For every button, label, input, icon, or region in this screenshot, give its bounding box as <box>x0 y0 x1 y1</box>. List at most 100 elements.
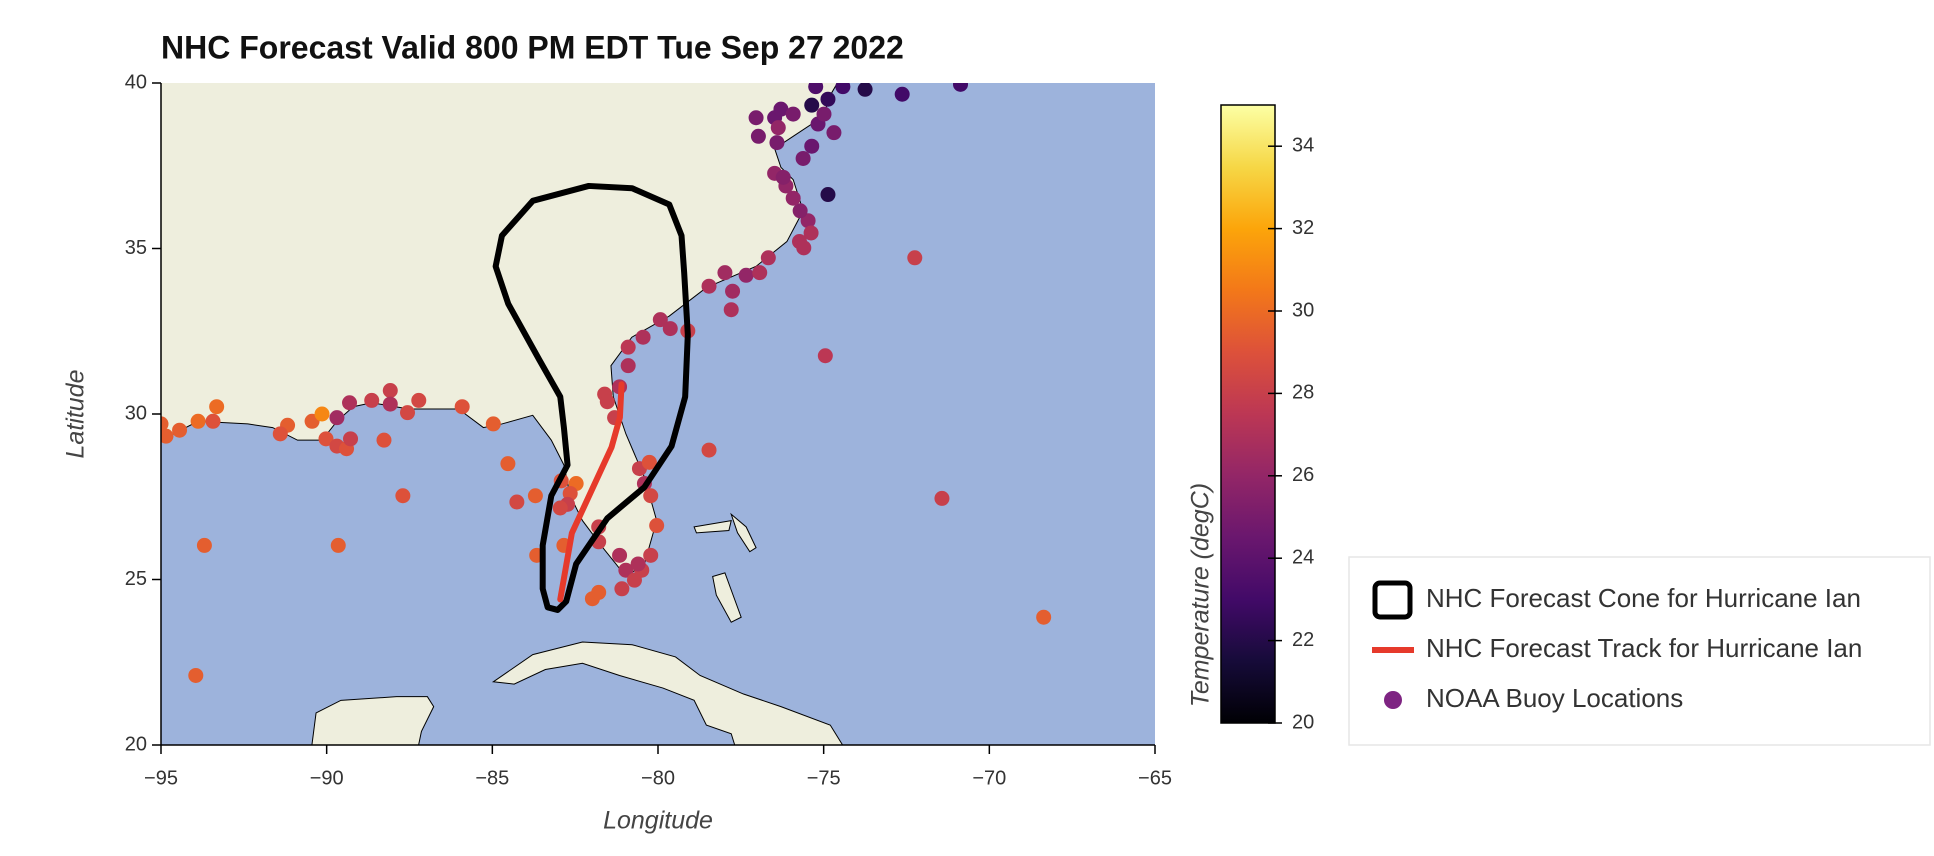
buoy-point <box>816 106 832 122</box>
forecast-cone <box>492 182 691 613</box>
buoy-point <box>318 431 334 447</box>
buoy-point <box>620 339 636 355</box>
buoy-point <box>701 442 717 458</box>
buoy-point <box>188 667 204 683</box>
x-tick-label: −85 <box>475 767 509 789</box>
buoy-point <box>630 556 646 572</box>
y-tick-label: 35 <box>125 237 147 259</box>
buoy-point <box>820 91 836 107</box>
buoy-point <box>329 410 345 426</box>
buoy-point <box>620 358 636 374</box>
x-tick-label: −95 <box>144 767 178 789</box>
legend-label: NHC Forecast Cone for Hurricane Ian <box>1426 583 1861 613</box>
colorbar-tick-label: 24 <box>1292 546 1314 568</box>
buoy-point <box>750 128 766 144</box>
buoy-point <box>454 399 470 415</box>
buoy-point <box>485 416 501 432</box>
buoy-point <box>395 488 411 504</box>
buoy-point <box>826 125 842 141</box>
x-axis-label: Longitude <box>603 807 713 835</box>
buoy-point <box>161 416 169 432</box>
buoy-point <box>785 190 801 206</box>
buoy-point <box>612 547 628 563</box>
buoy-point <box>775 169 791 185</box>
buoy-point <box>804 97 820 113</box>
x-tick-label: −80 <box>641 767 675 789</box>
buoy-point <box>752 265 768 281</box>
buoy-point <box>808 83 824 95</box>
y-tick-label: 30 <box>125 402 147 424</box>
buoy-point <box>400 405 416 421</box>
map-area <box>161 83 1155 745</box>
buoy-point <box>376 432 392 448</box>
buoy-point <box>509 494 525 510</box>
buoy-point <box>382 396 398 412</box>
buoy-point <box>953 83 969 92</box>
buoy-point <box>272 426 288 442</box>
buoy-point <box>172 422 188 438</box>
buoy-point <box>817 348 833 364</box>
buoy-point <box>382 382 398 398</box>
y-tick-label: 25 <box>125 568 147 590</box>
buoy-point <box>599 394 615 410</box>
buoy-point <box>796 240 812 256</box>
buoy-point <box>738 267 754 283</box>
buoy-point <box>725 283 741 299</box>
y-tick-label: 20 <box>125 733 147 755</box>
buoy-point <box>342 395 358 411</box>
buoy-point <box>618 562 634 578</box>
legend-box <box>1348 556 1931 746</box>
buoy-point <box>330 537 346 553</box>
buoy-point <box>773 101 789 117</box>
colorbar-tick-label: 22 <box>1292 629 1314 651</box>
buoy-point <box>190 413 206 429</box>
buoy-point <box>614 581 630 597</box>
buoy-point <box>552 500 568 516</box>
buoy-point <box>652 312 668 328</box>
buoy-point <box>314 406 330 422</box>
buoy-point <box>643 547 659 563</box>
colorbar-tick-label: 28 <box>1292 382 1314 404</box>
buoy-point <box>161 428 174 444</box>
buoy-point <box>792 203 808 219</box>
buoy-point <box>1036 609 1052 625</box>
colorbar-label: Temperature (degC) <box>1187 483 1215 707</box>
legend-swatch <box>1384 691 1402 709</box>
buoy-point <box>591 584 607 600</box>
cuba <box>493 642 852 745</box>
buoy-point <box>411 392 427 408</box>
buoy-point <box>209 399 225 415</box>
colorbar-tick-label: 20 <box>1292 711 1314 733</box>
buoy-point <box>804 138 820 154</box>
buoy-point <box>795 150 811 166</box>
buoy-point <box>527 488 543 504</box>
y-tick-label: 40 <box>125 71 147 93</box>
buoy-point <box>769 135 785 151</box>
buoy-point <box>662 321 678 337</box>
buoy-point <box>500 456 516 472</box>
buoy-point <box>641 454 657 470</box>
buoy-point <box>820 187 836 203</box>
legend-label: NHC Forecast Track for Hurricane Ian <box>1426 633 1862 663</box>
buoy-point <box>723 302 739 318</box>
buoy-point <box>785 106 801 122</box>
buoy-point <box>643 488 659 504</box>
buoy-point <box>635 329 651 345</box>
colorbar-tick-label: 32 <box>1292 217 1314 239</box>
forecast-track <box>557 381 625 603</box>
buoy-point <box>894 86 910 102</box>
buoy-point <box>205 413 221 429</box>
data-layer <box>161 83 1052 683</box>
buoy-point <box>934 490 950 506</box>
buoy-point <box>701 278 717 294</box>
buoy-point <box>196 537 212 553</box>
y-axis-label: Latitude <box>62 370 90 459</box>
colorbar <box>1220 104 1276 724</box>
legend-swatch <box>1372 580 1413 620</box>
legend: NHC Forecast Cone for Hurricane Ian NHC F… <box>1372 580 1862 713</box>
buoy-point <box>835 83 851 95</box>
chart-title: NHC Forecast Valid 800 PM EDT Tue Sep 27… <box>161 29 904 65</box>
buoy-point <box>649 518 665 534</box>
buoy-point <box>770 120 786 136</box>
x-tick-label: −65 <box>1138 767 1172 789</box>
